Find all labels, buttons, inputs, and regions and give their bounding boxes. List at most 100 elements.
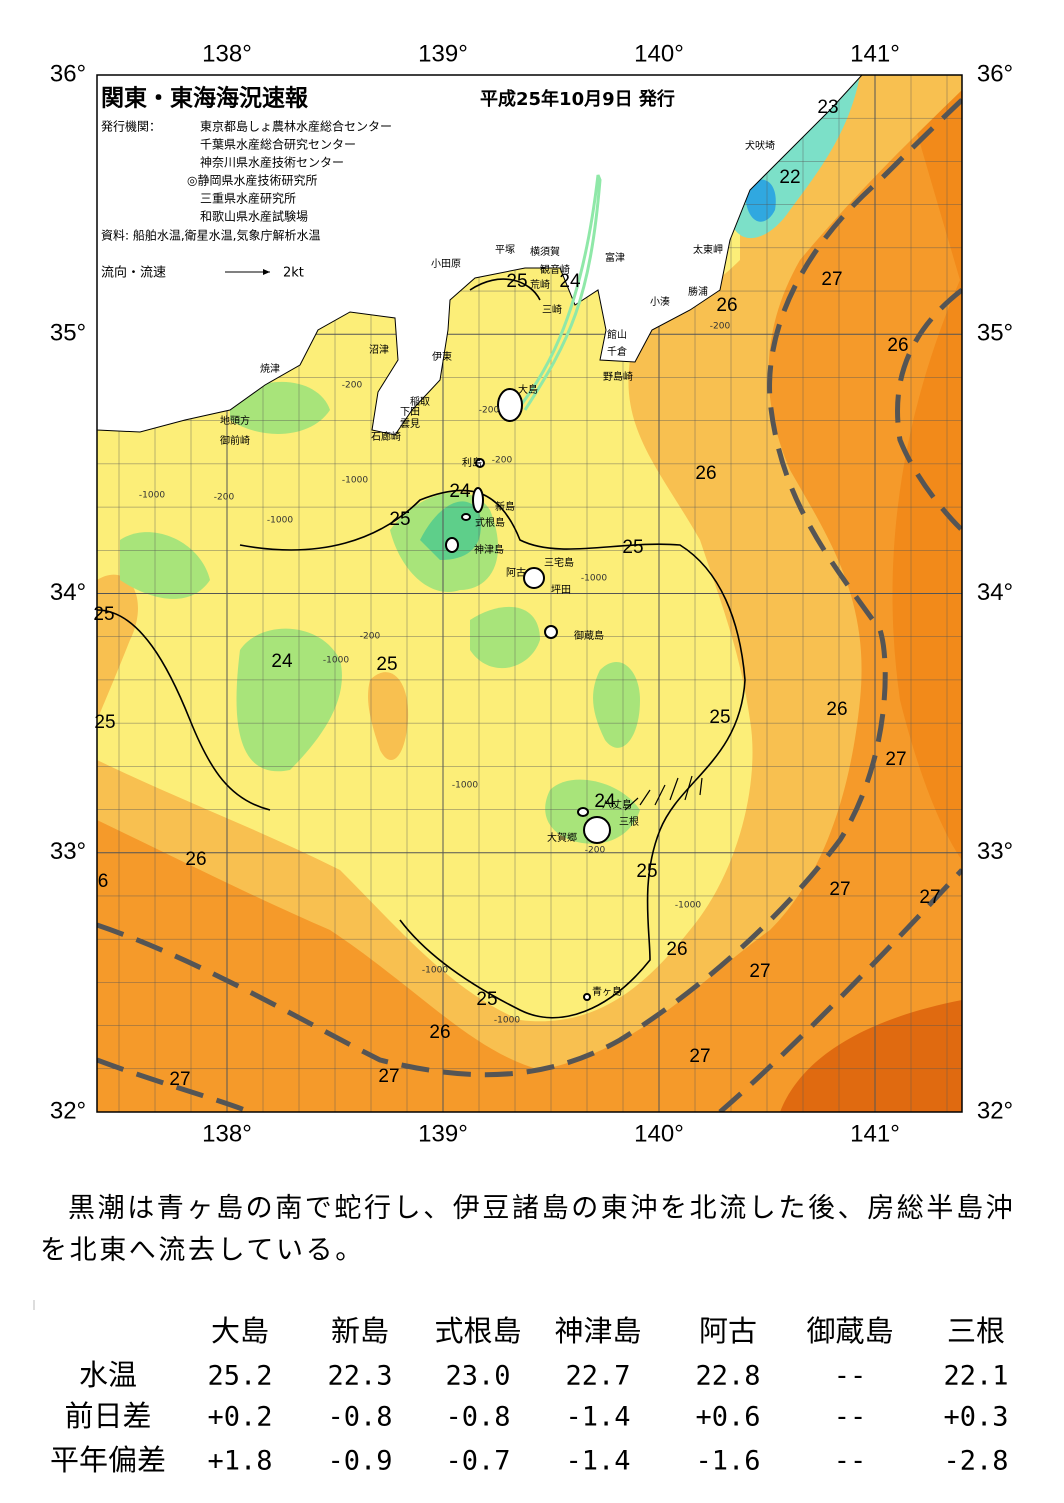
table-cell: 22.1 bbox=[943, 1361, 1008, 1392]
place-name: 三根 bbox=[619, 815, 639, 828]
place-name: 三宅島 bbox=[544, 556, 574, 569]
table-cell: -1.4 bbox=[565, 1402, 630, 1433]
issuer: 三重県水産研究所 bbox=[200, 191, 296, 206]
source: 資料: 船舶水温,衛星水温,気象庁解析水温 bbox=[101, 228, 321, 243]
isotherm-label: 26 bbox=[716, 295, 737, 316]
table-cell: +0.3 bbox=[943, 1402, 1008, 1433]
place-name: 千倉 bbox=[607, 345, 627, 358]
depth-label: -200 bbox=[479, 406, 500, 416]
lat-label: 32° bbox=[50, 1097, 86, 1124]
depth-label: -1000 bbox=[675, 901, 701, 911]
isotherm-label: 25 bbox=[376, 654, 397, 675]
issuer: 神奈川県水産技術センター bbox=[200, 155, 344, 170]
table-cell: -0.8 bbox=[327, 1402, 392, 1433]
isotherm-label: 26 bbox=[666, 939, 687, 960]
isotherm-label: 26 bbox=[826, 699, 847, 720]
isotherm-label: 25 bbox=[709, 707, 730, 728]
table-cell: 22.3 bbox=[327, 1361, 392, 1392]
place-name: 小湊 bbox=[650, 295, 670, 308]
isotherm-label: 27 bbox=[689, 1046, 710, 1067]
place-name: 式根島 bbox=[475, 516, 505, 529]
isotherm-label: 24 bbox=[559, 271, 581, 292]
place-name: 焼津 bbox=[260, 363, 280, 375]
place-name: 利島 bbox=[462, 456, 482, 469]
table-header: 阿古 bbox=[699, 1314, 757, 1348]
place-name: 犬吠埼 bbox=[745, 139, 775, 152]
place-name: 三崎 bbox=[542, 303, 562, 316]
depth-label: -1000 bbox=[581, 574, 607, 584]
table-header: 新島 bbox=[331, 1314, 389, 1348]
lon-label: 140° bbox=[634, 40, 684, 67]
lon-label: 138° bbox=[202, 1120, 252, 1147]
depth-label: -1000 bbox=[323, 656, 349, 666]
place-name: 荒崎 bbox=[530, 278, 550, 291]
place-name: 館山 bbox=[607, 328, 627, 341]
place-name: 伊東 bbox=[432, 350, 452, 363]
table-cell: +0.2 bbox=[207, 1402, 272, 1433]
legend-arrowhead bbox=[263, 269, 270, 275]
place-name: 阿古 bbox=[506, 566, 526, 579]
place-name: 横須賀 bbox=[530, 245, 560, 258]
isotherm-label: 24 bbox=[594, 791, 616, 812]
isotherm-label: 25 bbox=[636, 861, 657, 882]
title: 関東・東海海況速報 bbox=[101, 85, 309, 112]
place-name: 神津島 bbox=[474, 543, 504, 556]
table-cell: -- bbox=[834, 1402, 867, 1433]
land bbox=[97, 75, 863, 436]
sea-map bbox=[97, 75, 962, 1112]
date: 平成25年10月9日 発行 bbox=[480, 88, 675, 110]
isotherm-label: 24 bbox=[271, 651, 293, 672]
place-name: 野島崎 bbox=[603, 370, 633, 383]
depth-label: -200 bbox=[360, 632, 381, 642]
lat-label: 34° bbox=[50, 579, 86, 606]
sea-21 bbox=[745, 179, 776, 222]
isotherm-label: 27 bbox=[169, 1069, 190, 1090]
place-name: 雲見 bbox=[400, 418, 420, 430]
row-label: 平年偏差 bbox=[50, 1443, 166, 1477]
lon-label: 138° bbox=[202, 40, 252, 67]
place-name: 八丈島 bbox=[602, 798, 632, 811]
table-cell: -0.7 bbox=[445, 1446, 510, 1477]
table-cell: 22.7 bbox=[565, 1361, 630, 1392]
isotherm-label: 26 bbox=[887, 335, 908, 356]
isotherm-label: 27 bbox=[378, 1066, 399, 1087]
place-name: 観音崎 bbox=[540, 263, 570, 276]
map-frame bbox=[96, 74, 963, 1113]
isotherm-label: 23 bbox=[817, 97, 838, 118]
isotherm-label: 25 bbox=[93, 604, 114, 625]
place-name: 御蔵島 bbox=[574, 629, 604, 642]
depth-label: -200 bbox=[214, 493, 235, 503]
place-name: 大賀郷 bbox=[547, 831, 577, 844]
legend-label: 流向・流速 bbox=[101, 265, 166, 281]
lat-label: 35° bbox=[50, 320, 86, 347]
sea-28 bbox=[780, 1000, 962, 1112]
place-name: 小田原 bbox=[431, 258, 461, 270]
isotherm-label: 25 bbox=[94, 712, 115, 733]
row-label: 水温 bbox=[79, 1358, 137, 1392]
lat-label: 35° bbox=[977, 320, 1013, 347]
lat-label: 32° bbox=[977, 1097, 1013, 1124]
depth-label: -1000 bbox=[267, 516, 293, 526]
depth-label: -200 bbox=[585, 846, 606, 856]
lat-label: 36° bbox=[50, 60, 86, 87]
place-name: 御前崎 bbox=[220, 434, 250, 447]
lon-label: 139° bbox=[418, 40, 468, 67]
table-cell: -- bbox=[834, 1446, 867, 1477]
lon-label: 140° bbox=[634, 1120, 684, 1147]
isotherm-label: 25 bbox=[476, 989, 497, 1010]
depth-label: -1000 bbox=[452, 781, 478, 791]
lon-label: 141° bbox=[850, 40, 900, 67]
current-arrows bbox=[624, 775, 703, 811]
place-name: 稲取 bbox=[410, 396, 430, 408]
table-cell: -1.4 bbox=[565, 1446, 630, 1477]
table-cell: 25.2 bbox=[207, 1361, 272, 1392]
isotherm-label: 25 bbox=[506, 271, 527, 292]
depth-label: -200 bbox=[342, 381, 363, 391]
table-cell: +0.6 bbox=[695, 1402, 760, 1433]
lat-label: 34° bbox=[977, 579, 1013, 606]
place-name: 坪田 bbox=[551, 583, 571, 596]
isotherm-label: 6 bbox=[98, 871, 109, 892]
table-header: 御蔵島 bbox=[806, 1314, 893, 1348]
